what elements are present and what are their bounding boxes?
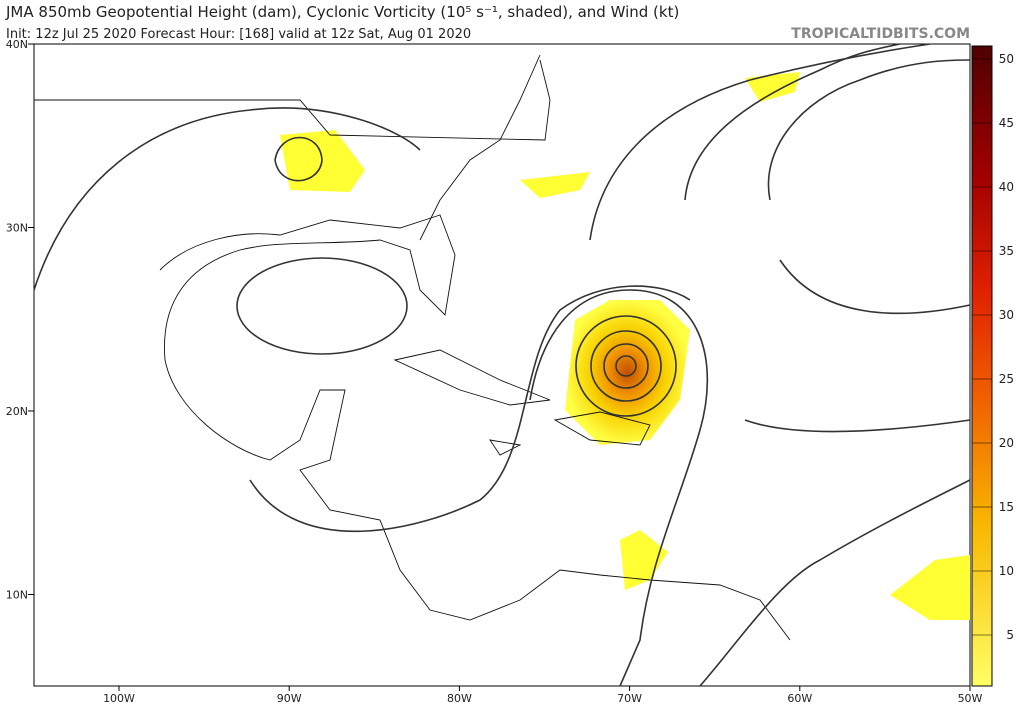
colorbar-label: 30 [999,308,1014,322]
vorticity-area [620,530,668,590]
labels: 40N 30N 20N 10N 100W 90W 80W 70W 60W 50W 50 45 40 35 3… [6,38,1014,705]
vorticity-area [890,555,970,620]
colorbar-label: 50 [999,52,1014,66]
height-contours [33,43,971,687]
title: JMA 850mb Geopotential Height (dam), Cyc… [5,3,679,21]
vorticity-area [520,172,590,198]
colorbar-label: 25 [999,372,1014,386]
colorbar-label: 20 [999,436,1014,450]
lat-label: 10N [6,589,28,602]
colorbar-label: 35 [999,244,1014,258]
lon-label: 80W [447,692,472,705]
coastlines [34,54,791,641]
lat-label: 40N [6,38,28,51]
colorbar-label: 10 [999,564,1014,578]
init-line: Init: 12z Jul 25 2020 Forecast Hour: [16… [6,27,471,42]
colorbar-label: 15 [999,500,1014,514]
lat-label: 30N [6,222,28,235]
source: TROPICALTIDBITS.COM [791,26,970,42]
lat-label: 20N [6,405,28,418]
lon-label: 70W [617,692,642,705]
vorticity-area [565,300,690,445]
lon-label: 50W [958,692,983,705]
colorbar-label: 45 [999,116,1014,130]
vorticity-area [745,72,800,102]
map [33,43,971,687]
colorbar-label: 5 [1006,628,1014,642]
lon-label: 100W [103,692,135,705]
colorbar-label: 40 [999,180,1014,194]
lon-label: 60W [787,692,812,705]
colorbar [971,45,993,687]
lon-label: 90W [277,692,302,705]
